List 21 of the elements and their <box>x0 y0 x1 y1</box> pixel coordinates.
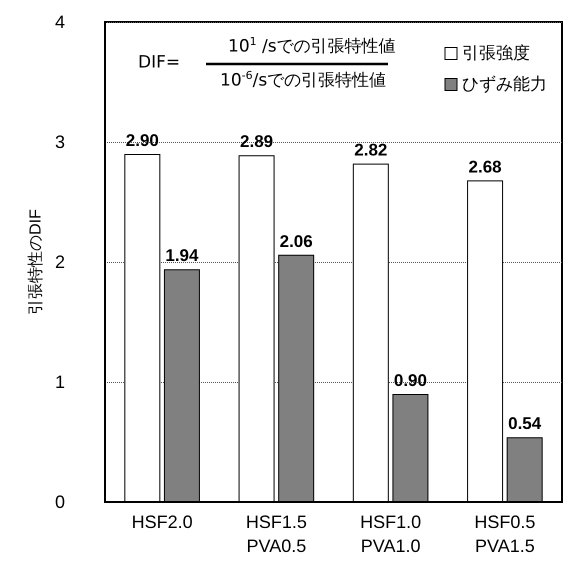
y-tick-label: 3 <box>54 132 65 152</box>
x-tick-label: HSF2.0 <box>132 512 193 532</box>
legend-label: 引張強度 <box>462 44 530 64</box>
data-label: 0.54 <box>508 414 542 434</box>
x-tick-label: HSF0.5 PVA1.5 <box>474 512 536 556</box>
x-tick-label: HSF1.0 PVA1.0 <box>360 512 422 556</box>
y-tick-label: 4 <box>54 12 65 32</box>
data-label: 2.82 <box>354 140 388 160</box>
data-label: 1.94 <box>165 246 200 266</box>
y-axis-title: 引張特性のDIF <box>26 208 45 315</box>
y-tick-label: 2 <box>54 252 65 272</box>
data-label: 2.89 <box>240 132 274 152</box>
x-tick-label: HSF1.5 PVA0.5 <box>246 512 307 556</box>
data-label: 2.90 <box>126 131 159 150</box>
data-label: 2.68 <box>468 157 502 176</box>
data-label: 0.90 <box>394 371 427 390</box>
annotation: DIF= <box>138 52 180 72</box>
legend-label: ひずみ能力 <box>462 74 547 94</box>
y-tick-label: 0 <box>54 492 65 512</box>
data-label: 2.06 <box>280 232 313 251</box>
y-tick-label: 1 <box>54 372 65 392</box>
